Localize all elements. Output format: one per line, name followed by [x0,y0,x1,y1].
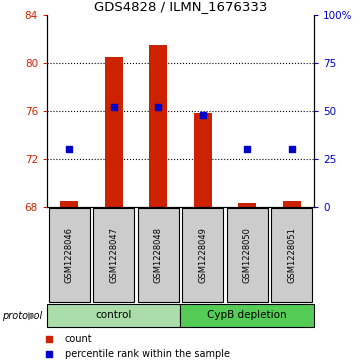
Text: GSM1228047: GSM1228047 [109,227,118,283]
Text: GSM1228048: GSM1228048 [154,227,163,283]
Point [155,104,161,110]
FancyBboxPatch shape [93,208,134,302]
FancyBboxPatch shape [49,208,90,302]
Point [111,104,117,110]
Point [200,112,206,118]
Bar [283,201,301,207]
FancyBboxPatch shape [180,304,314,327]
FancyBboxPatch shape [182,208,223,302]
FancyBboxPatch shape [138,208,179,302]
Text: count: count [65,334,92,344]
Point [244,146,250,152]
Bar [60,201,78,207]
FancyBboxPatch shape [227,208,268,302]
Point [46,351,52,357]
Bar [194,113,212,207]
Point [66,146,72,152]
Bar [238,203,256,207]
Bar [105,57,123,207]
Text: protocol: protocol [2,311,42,321]
Text: control: control [96,310,132,320]
Text: GSM1228049: GSM1228049 [198,227,207,283]
Text: percentile rank within the sample: percentile rank within the sample [65,350,230,359]
Point [46,336,52,342]
FancyBboxPatch shape [271,208,312,302]
Bar [149,45,167,207]
Point [289,146,295,152]
Title: GDS4828 / ILMN_1676333: GDS4828 / ILMN_1676333 [94,0,267,13]
Text: GSM1228046: GSM1228046 [65,227,74,283]
Text: GSM1228050: GSM1228050 [243,227,252,283]
FancyBboxPatch shape [47,304,180,327]
Text: GSM1228051: GSM1228051 [287,227,296,283]
Text: ▶: ▶ [28,311,37,321]
Text: CypB depletion: CypB depletion [208,310,287,320]
